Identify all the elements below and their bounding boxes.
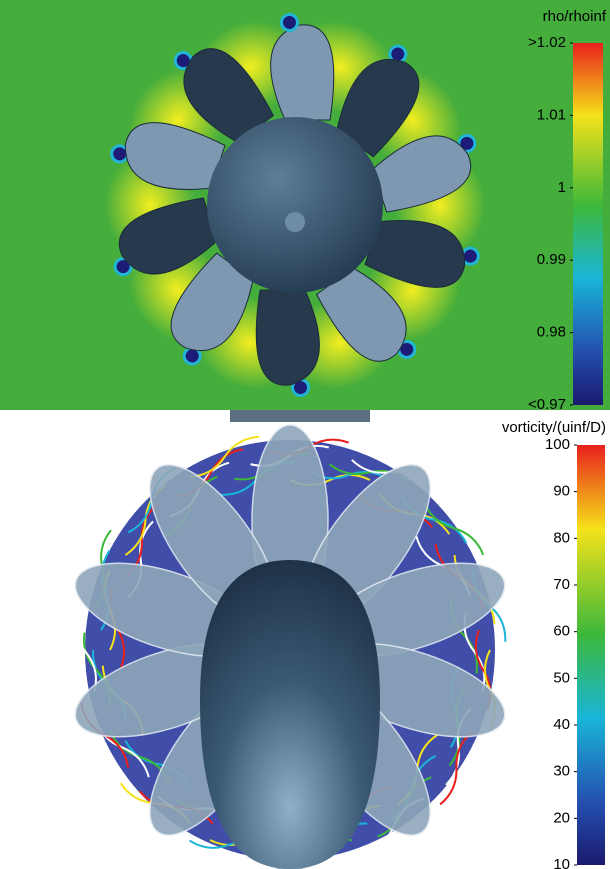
- colorbar-tick-label: 40: [553, 716, 570, 733]
- hub: [207, 117, 383, 293]
- colorbar-tick-label: 10: [553, 856, 570, 869]
- figure: rho/rhoinf vorticity/(uinf/D) >1.02 1.01 1…: [0, 0, 610, 869]
- blade: [271, 25, 334, 120]
- colorbar-tick-label: 20: [553, 809, 570, 826]
- colorbar-tick-label: 100: [545, 436, 570, 453]
- spinner: [200, 560, 380, 869]
- shaft: [230, 410, 370, 422]
- colorbar-tick-label: 70: [553, 576, 570, 593]
- colorbar-tick-label: 1: [558, 179, 566, 196]
- colorbar: [573, 43, 603, 405]
- colorbar-tick-label: 60: [553, 623, 570, 640]
- colorbar-title: rho/rhoinf: [543, 8, 607, 25]
- colorbar-title: vorticity/(uinf/D): [502, 419, 606, 436]
- colorbar-tick-label: 90: [553, 483, 570, 500]
- blade: [256, 290, 319, 385]
- colorbar-tick-label: 50: [553, 669, 570, 686]
- colorbar-tick-label: 80: [553, 529, 570, 546]
- colorbar-tick-label: >1.02: [528, 34, 566, 51]
- colorbar-tick-label: 0.98: [537, 324, 566, 341]
- colorbar-tick-label: 30: [553, 763, 570, 780]
- colorbar-tick-label: 1.01: [537, 106, 566, 123]
- colorbar-tick-label: <0.97: [528, 396, 566, 413]
- hub-tip: [285, 212, 305, 232]
- rotor-vorticity-view: [64, 425, 515, 869]
- colorbar-tick-label: 0.99: [537, 251, 566, 268]
- colorbar: [577, 445, 605, 865]
